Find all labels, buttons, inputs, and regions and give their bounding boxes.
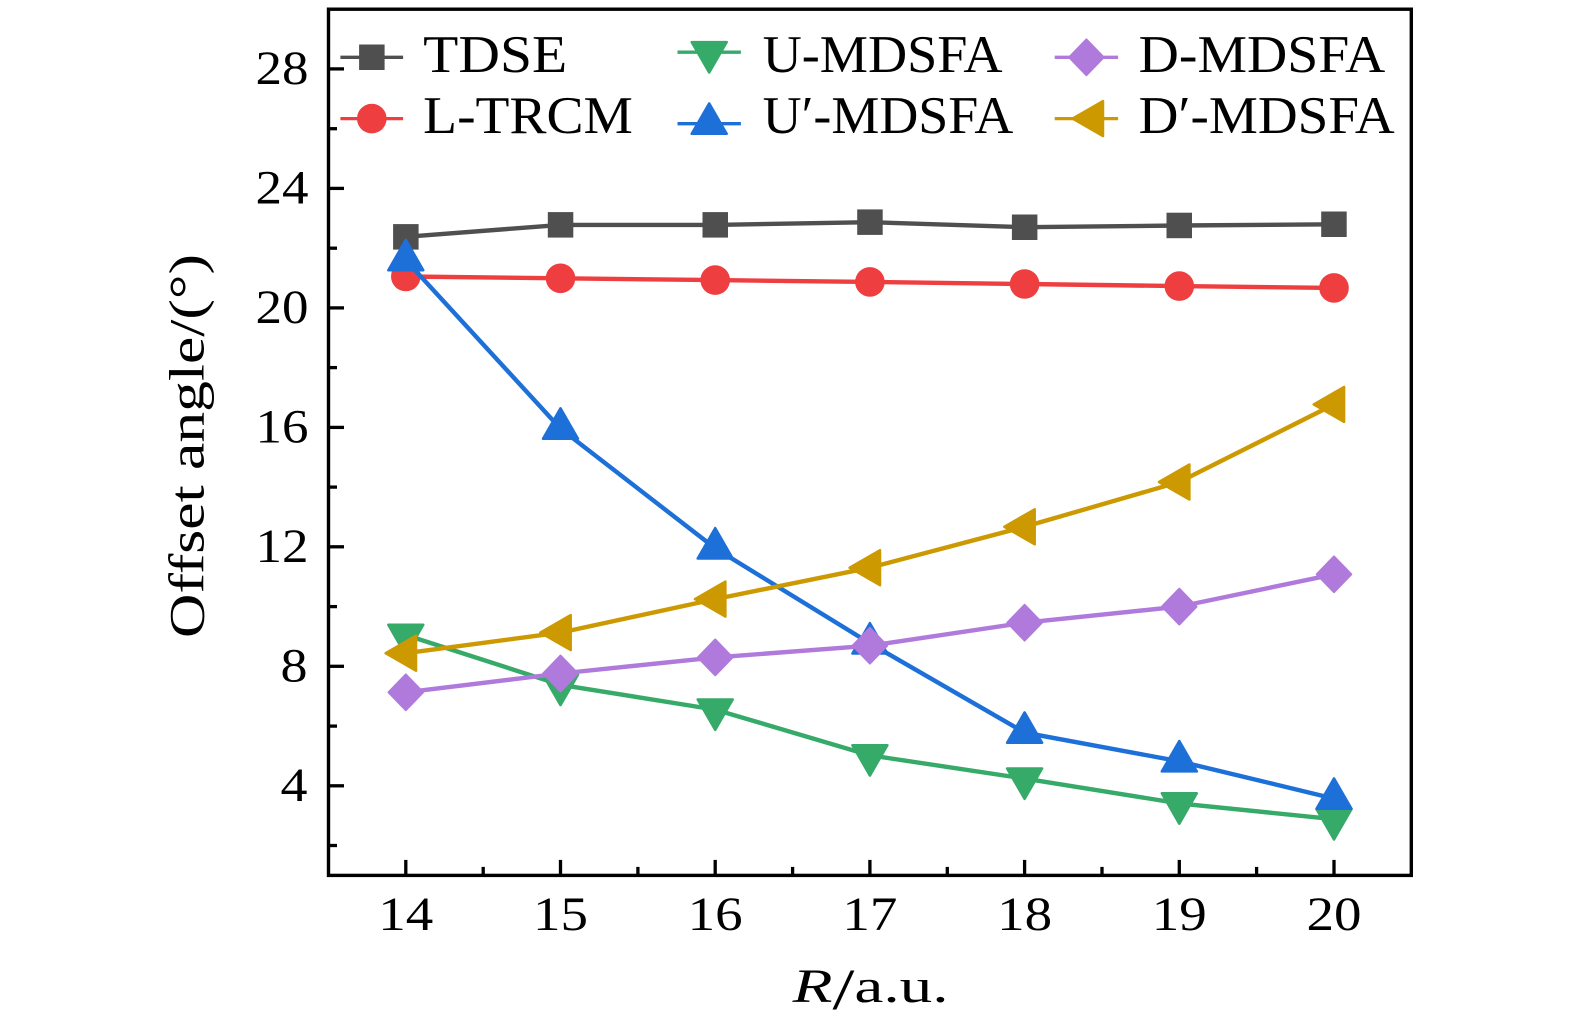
- svg-text:D′-MDSFA: D′-MDSFA: [1139, 87, 1395, 145]
- svg-text:8: 8: [281, 639, 308, 692]
- svg-text:28: 28: [256, 42, 309, 95]
- svg-text:20: 20: [256, 281, 309, 334]
- svg-text:12: 12: [256, 520, 309, 573]
- svg-text:24: 24: [256, 161, 309, 214]
- svg-text:16: 16: [256, 400, 309, 453]
- svg-text:20: 20: [1307, 888, 1362, 941]
- svg-text:4: 4: [281, 759, 308, 812]
- svg-text:U-MDSFA: U-MDSFA: [763, 26, 1003, 84]
- svg-text:TDSE: TDSE: [423, 26, 567, 84]
- svg-text:19: 19: [1152, 888, 1207, 941]
- svg-text:15: 15: [533, 888, 588, 941]
- svg-text:18: 18: [997, 888, 1052, 941]
- svg-text:16: 16: [688, 888, 743, 941]
- svg-text:L-TRCM: L-TRCM: [423, 87, 633, 145]
- svg-text:U′-MDSFA: U′-MDSFA: [763, 87, 1014, 145]
- svg-text:14: 14: [378, 888, 433, 941]
- svg-text:17: 17: [842, 888, 897, 941]
- svg-text:Offset angle/(°): Offset angle/(°): [159, 254, 215, 638]
- svg-text:R/a.u.: R / a.u.: [791, 957, 948, 1022]
- svg-text:D-MDSFA: D-MDSFA: [1139, 26, 1386, 84]
